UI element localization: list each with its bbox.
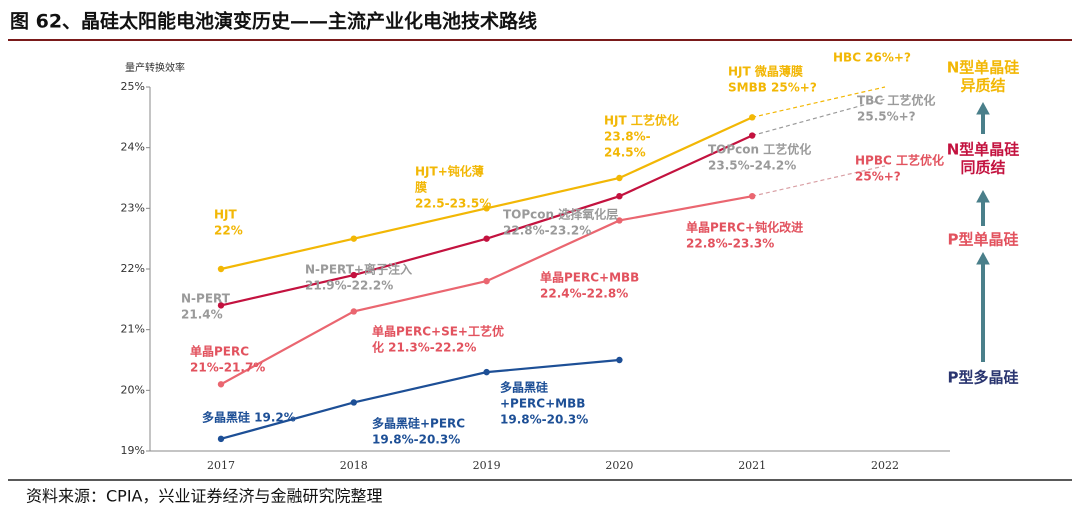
point — [749, 132, 756, 139]
category-label: N型单晶硅 — [947, 141, 1020, 159]
annotation: 单晶PERC+MBB — [540, 270, 639, 285]
category-label: N型单晶硅 — [947, 59, 1020, 77]
annotation: 单晶PERC — [190, 344, 249, 359]
projection-line — [752, 86, 886, 118]
annotation: 24.5% — [604, 146, 646, 160]
annotation: 22.4%-22.8% — [540, 287, 628, 301]
annotation: 22.5-23.5% — [415, 197, 491, 211]
projection-line — [752, 98, 886, 137]
series-line — [220, 358, 620, 440]
annotation: 多晶黑硅 19.2% — [202, 410, 296, 425]
x-tick-label: 2020 — [605, 459, 633, 472]
annotation: 25.5%+? — [857, 110, 916, 124]
point — [616, 174, 623, 182]
y-tick-label: 21% — [121, 323, 145, 336]
category-label: 同质结 — [960, 159, 1005, 177]
annotation: 19.8%-20.3% — [372, 433, 460, 447]
annotation: 化 21.3%-22.2% — [372, 340, 476, 355]
y-tick-label: 25% — [121, 80, 145, 93]
y-tick-label: 19% — [121, 444, 145, 457]
y-tick-label: 22% — [121, 262, 145, 275]
category-label: P型多晶硅 — [948, 369, 1019, 387]
point — [217, 381, 225, 388]
annotation: SMBB 25%+? — [728, 81, 817, 95]
annotation: 23.5%-24.2% — [708, 159, 796, 173]
annotation: 21.4% — [181, 308, 223, 322]
annotation: HJT 工艺优化 — [604, 113, 679, 128]
annotation: 多晶黑硅 — [500, 380, 548, 395]
annotation: 19.8%-20.3% — [500, 413, 588, 427]
point — [616, 217, 623, 224]
category-label: P型单晶硅 — [948, 231, 1019, 249]
point — [483, 235, 490, 242]
annotation: 多晶黑硅+PERC — [372, 416, 465, 431]
annotation: TBC 工艺优化 — [857, 93, 935, 108]
point — [616, 356, 623, 364]
y-tick-label: 23% — [121, 201, 145, 214]
x-tick-label: 2021 — [738, 459, 766, 472]
x-tick-label: 2019 — [473, 459, 501, 472]
annotation: 22% — [214, 224, 243, 238]
annotation: +PERC+MBB — [500, 397, 585, 411]
annotation: 21.9%-22.2% — [305, 279, 393, 293]
point — [483, 277, 490, 285]
x-tick-label: 2018 — [340, 459, 368, 472]
point — [350, 271, 357, 279]
category-label: 异质结 — [960, 77, 1005, 95]
annotation: N-PERT+离子注入 — [305, 262, 412, 277]
annotation: 22.8%-23.2% — [503, 224, 591, 238]
point — [350, 308, 357, 315]
annotation: TOPcon 工艺优化 — [708, 142, 811, 157]
chart-title: 图 62、晶硅太阳能电池演变历史——主流产业化电池技术路线 — [10, 10, 537, 33]
annotation: TOPcon 选择氧化层 — [503, 207, 618, 222]
arrows — [976, 101, 990, 362]
annotation: HBC 26%+? — [833, 51, 911, 65]
annotation: 单晶PERC+钝化改进 — [686, 220, 803, 235]
annotation: 23.8%- — [604, 130, 651, 144]
point — [350, 235, 357, 242]
point — [217, 265, 225, 273]
annotation: HPBC 工艺优化 — [855, 153, 944, 168]
source: 资料来源：CPIA，兴业证券经济与金融研究院整理 — [26, 487, 383, 506]
x-tick-label: 2022 — [871, 459, 899, 472]
point — [483, 205, 490, 212]
y-axis-label: 量产转换效率 — [125, 61, 185, 74]
annotation: N-PERT — [181, 292, 231, 306]
point — [217, 302, 225, 309]
annotation: 膜 — [415, 180, 427, 195]
point — [749, 114, 756, 121]
annotation: 22.8%-23.3% — [686, 237, 774, 251]
annotation: HJT — [214, 208, 238, 222]
annotation: 21%-21.7% — [190, 361, 265, 375]
point — [350, 399, 357, 406]
point — [217, 435, 225, 443]
x-tick-label: 2017 — [207, 459, 235, 472]
point — [749, 193, 756, 200]
projection-line — [752, 165, 886, 197]
y-tick-label: 20% — [121, 383, 145, 396]
annotation: 25%+? — [855, 170, 901, 184]
point — [483, 368, 490, 376]
point — [616, 193, 623, 200]
annotation: 单晶PERC+SE+工艺优 — [372, 324, 504, 339]
annotation: HJT 微晶薄膜 — [728, 64, 803, 79]
y-tick-label: 24% — [121, 141, 145, 154]
annotation: HJT+钝化薄 — [415, 164, 484, 179]
